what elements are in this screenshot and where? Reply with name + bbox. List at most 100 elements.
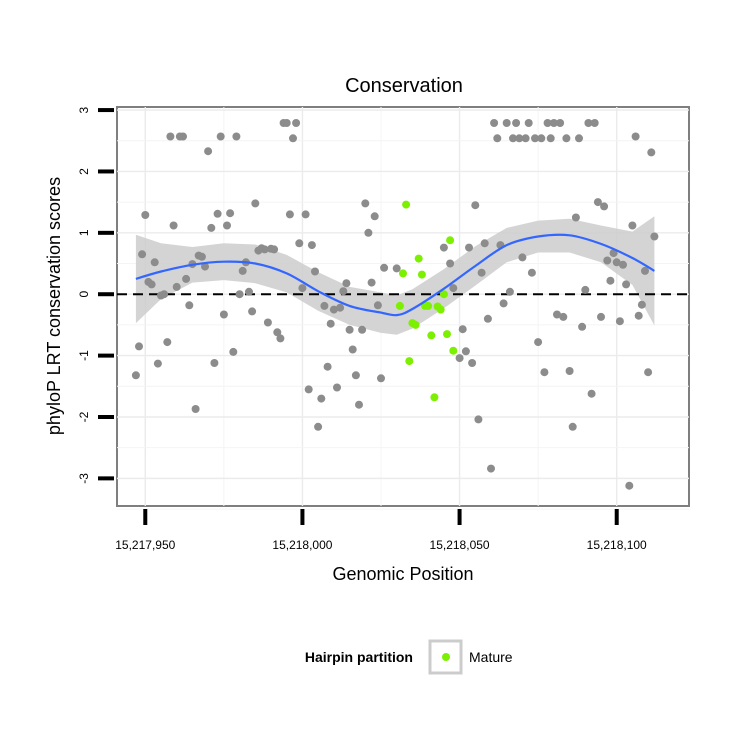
point-other	[534, 338, 543, 347]
point-mature	[436, 305, 445, 314]
point-other	[292, 119, 301, 127]
point-other	[480, 239, 489, 248]
legend-mature-dot	[442, 653, 450, 661]
point-other	[235, 290, 244, 299]
y-tick-label: -1	[77, 350, 91, 361]
point-other	[477, 268, 486, 277]
point-other	[449, 284, 458, 293]
point-other	[458, 325, 467, 334]
point-mature	[449, 346, 458, 355]
point-other	[201, 262, 209, 271]
point-other	[546, 134, 555, 143]
point-other	[213, 209, 222, 218]
point-other	[270, 245, 279, 254]
point-other	[392, 264, 401, 273]
point-other	[223, 221, 231, 230]
point-other	[336, 303, 345, 312]
point-other	[578, 322, 587, 331]
point-other	[571, 213, 580, 222]
point-other	[625, 481, 634, 490]
point-other	[568, 422, 577, 431]
point-other	[559, 312, 568, 321]
point-mature	[424, 301, 433, 310]
point-mature	[395, 301, 404, 310]
point-other	[537, 134, 546, 143]
point-other	[468, 359, 477, 367]
point-other	[471, 201, 480, 210]
point-other	[367, 278, 376, 287]
y-tick-label: -3	[77, 473, 91, 484]
point-other	[521, 134, 530, 143]
point-other	[245, 287, 253, 296]
point-other	[465, 243, 473, 252]
y-tick-label: 3	[77, 106, 91, 113]
point-other	[301, 210, 310, 219]
point-other	[487, 464, 495, 473]
point-other	[575, 134, 583, 143]
point-other	[320, 301, 329, 310]
point-other	[204, 147, 213, 156]
y-axis-title: phyloP LRT conservation scores	[44, 177, 64, 435]
point-other	[342, 279, 351, 288]
point-other	[135, 342, 143, 351]
point-other	[147, 280, 156, 289]
point-other	[474, 415, 483, 424]
legend-title: Hairpin partition	[305, 649, 413, 665]
point-other	[603, 256, 612, 265]
point-other	[505, 287, 514, 296]
point-other	[637, 300, 646, 309]
point-other	[380, 263, 389, 272]
point-other	[499, 299, 508, 308]
y-axis: -3 -2 -1 0 1 2 3	[77, 106, 114, 484]
point-other	[650, 232, 659, 241]
x-axis-title: Genomic Position	[332, 564, 473, 584]
point-other	[329, 305, 338, 314]
point-other	[461, 347, 470, 356]
point-other	[317, 394, 326, 403]
point-other	[612, 258, 621, 267]
point-other	[282, 119, 291, 127]
point-other	[276, 334, 285, 343]
point-other	[304, 385, 313, 394]
point-other	[182, 274, 191, 283]
points-mature-series	[395, 200, 458, 402]
point-other	[166, 132, 175, 141]
point-other	[587, 389, 596, 398]
y-tick-label: -2	[77, 411, 91, 422]
point-mature	[414, 254, 423, 263]
x-tick-label: 15,218,100	[587, 538, 647, 552]
point-other	[232, 132, 241, 141]
point-mature	[446, 236, 455, 245]
point-other	[191, 405, 200, 413]
point-other	[355, 400, 363, 409]
legend-entry-mature: Mature	[469, 649, 513, 665]
point-other	[311, 267, 319, 276]
x-tick-label: 15,218,050	[430, 538, 490, 552]
point-other	[295, 239, 304, 248]
point-other	[361, 199, 370, 208]
point-other	[260, 245, 269, 254]
y-tick-label: 2	[77, 168, 91, 175]
point-mature	[405, 357, 414, 366]
point-other	[163, 338, 172, 347]
point-other	[647, 148, 656, 157]
point-other	[179, 132, 187, 141]
point-other	[597, 312, 605, 321]
x-tick-label: 15,218,000	[272, 538, 332, 552]
point-other	[584, 119, 593, 127]
point-other	[493, 134, 502, 143]
x-tick-label: 15,217,950	[115, 538, 175, 552]
point-mature	[402, 200, 411, 209]
point-other	[169, 221, 178, 230]
point-other	[600, 202, 609, 211]
point-other	[634, 311, 643, 320]
point-other	[553, 310, 561, 319]
point-other	[307, 241, 316, 250]
point-other	[562, 134, 571, 143]
point-other	[160, 290, 169, 299]
point-other	[323, 362, 332, 371]
point-other	[631, 132, 640, 141]
point-other	[515, 134, 524, 143]
point-other	[285, 210, 294, 219]
